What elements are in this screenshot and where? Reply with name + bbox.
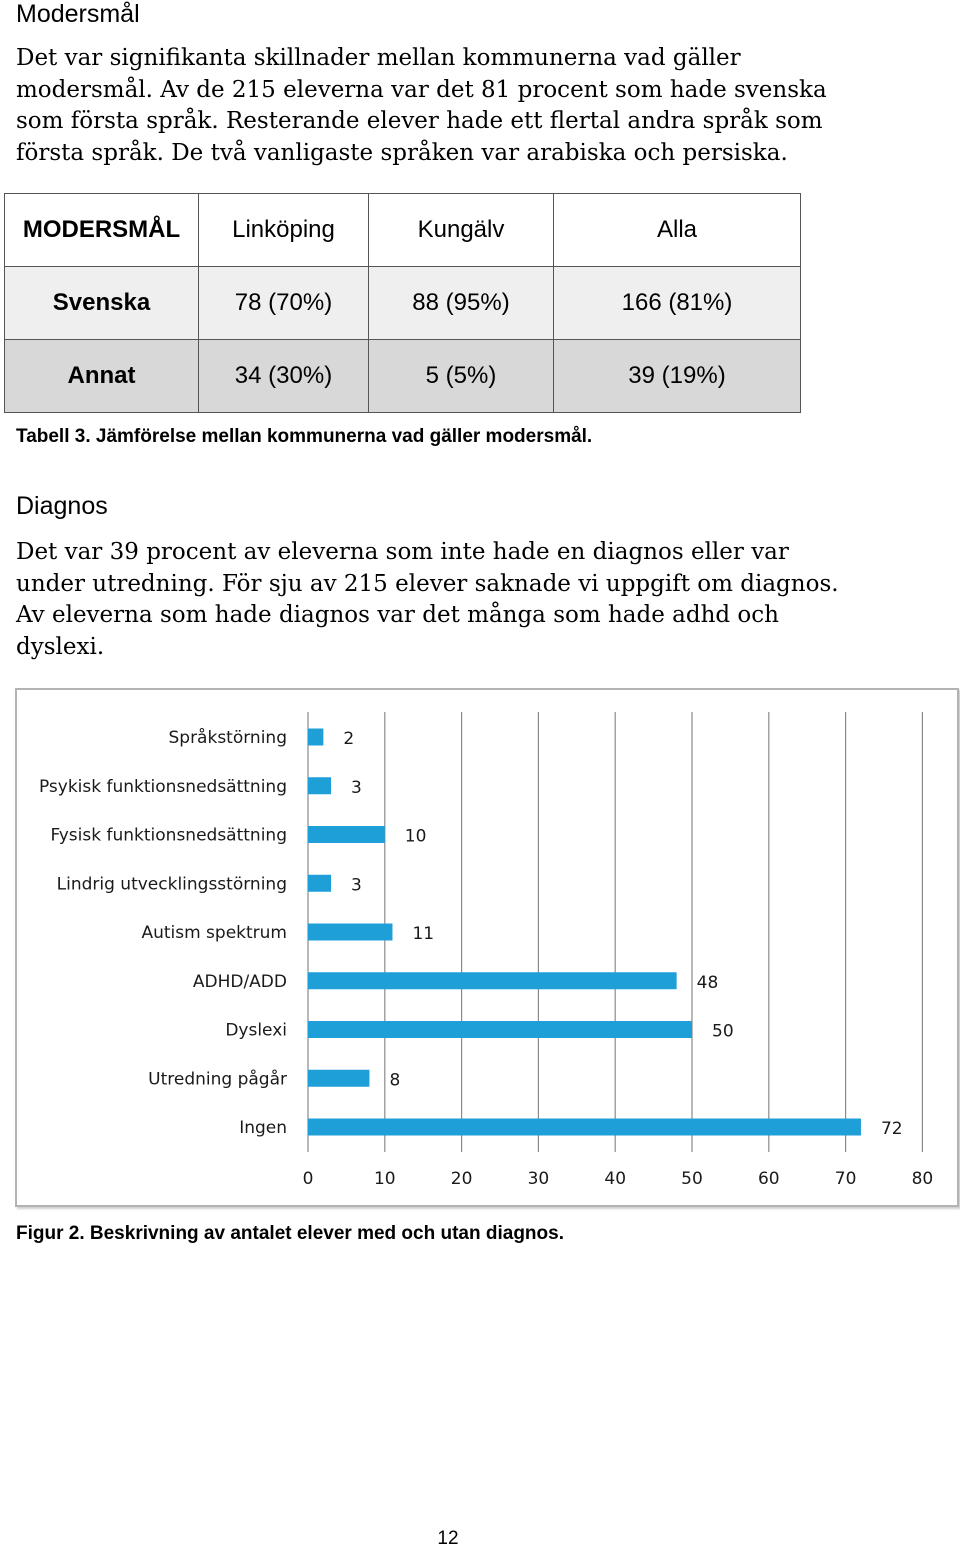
data-label: 2 [343,729,354,749]
data-label: 11 [412,924,434,944]
bar [308,826,385,843]
section-heading-diagnos: Diagnos [16,492,108,520]
section-heading-modersmal: Modersmål [16,0,140,28]
table-cell: 5 (5%) [368,339,554,413]
table-caption: Tabell 3. Jämförelse mellan kommunerna v… [16,426,593,447]
figure-caption: Figur 2. Beskrivning av antalet elever m… [16,1223,564,1244]
table-header-cell: MODERSMÅL [4,193,199,267]
category-label: Utredning pågår [148,1068,287,1089]
table-row-label: Svenska [4,266,199,340]
table-cell: 34 (30%) [198,339,369,413]
x-tick-label: 60 [758,1169,780,1189]
x-tick-label: 80 [912,1169,934,1189]
category-label: ADHD/ADD [193,972,287,992]
category-label: Psykisk funktionsnedsättning [39,777,287,797]
bar [308,728,324,746]
category-label: Språkstörning [168,727,287,748]
x-tick-label: 30 [528,1169,550,1189]
category-label: Fysisk funktionsnedsättning [51,826,287,846]
paragraph-line: Det var signifikanta skillnader mellan k… [16,45,741,71]
table-row: Annat 34 (30%) 5 (5%) 39 (19%) [4,339,801,413]
category-label: Dyslexi [225,1021,287,1041]
bar [308,1069,370,1087]
x-tick-label: 0 [303,1169,314,1189]
category-label: Lindrig utvecklingsstörning [57,874,287,894]
paragraph-line: modersmål. Av de 215 eleverna var det 81… [16,76,827,103]
table-row: Svenska 78 (70%) 88 (95%) 166 (81%) [4,266,801,340]
bar [308,1118,861,1136]
paragraph-line: Av eleverna som hade diagnos var det mån… [16,602,779,628]
data-label: 50 [712,1022,734,1042]
modersmal-paragraph: Det var signifikanta skillnader mellan k… [16,43,916,169]
x-tick-label: 50 [681,1169,703,1189]
paragraph-line: första språk. De två vanligaste språken … [16,139,788,166]
bar-chart: Språkstörning 2 Psykisk funktionsnedsättni… [39,712,934,1189]
paragraph-line: dyslexi. [16,633,105,660]
bar [308,972,677,990]
diagnosis-chart: Språkstörning 2 Psykisk funktionsnedsättni… [15,688,959,1207]
data-label: 8 [389,1070,400,1090]
x-tick-label: 10 [374,1169,396,1189]
table-header-row: MODERSMÅL Linköping Kungälv Alla [4,193,801,267]
table-cell: 78 (70%) [198,266,369,340]
bar [308,1021,692,1038]
table-cell: 166 (81%) [553,266,801,340]
table-header-cell: Kungälv [368,193,554,267]
x-tick-label: 20 [451,1169,473,1189]
paragraph-line: Det var 39 procent av eleverna som inte … [16,539,789,565]
bar [308,874,332,892]
category-label: Ingen [239,1118,287,1138]
table-header-cell: Linköping [198,193,369,267]
data-label: 3 [351,875,362,895]
paragraph-line: som första språk. Resterande elever hade… [16,108,823,134]
modersmal-table: MODERSMÅL Linköping Kungälv Alla Svenska… [4,193,801,413]
x-tick-label: 40 [604,1169,626,1189]
data-label: 10 [405,827,427,847]
table-cell: 39 (19%) [553,339,801,413]
data-label: 48 [697,973,719,993]
data-label: 72 [881,1119,903,1139]
paragraph-line: under utredning. För sju av 215 elever s… [16,570,839,597]
bar [308,777,332,795]
table-header-cell: Alla [553,193,801,267]
data-label: 3 [351,778,362,798]
category-label: Autism spektrum [141,923,287,943]
table-row-label: Annat [4,339,199,413]
table-cell: 88 (95%) [368,266,554,340]
diagnos-paragraph: Det var 39 procent av eleverna som inte … [16,537,916,663]
bar [308,923,393,941]
page-number: 12 [437,1528,459,1549]
x-tick-label: 70 [835,1169,857,1189]
